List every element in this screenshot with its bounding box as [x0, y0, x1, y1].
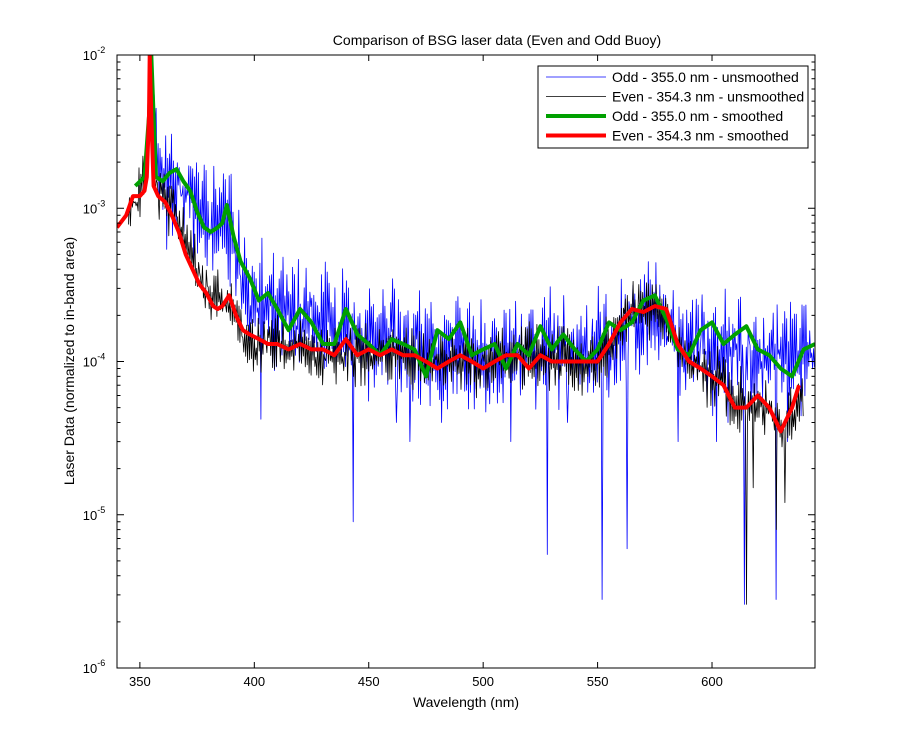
- x-tick-label: 550: [587, 674, 609, 689]
- y-tick-label: 10-6: [83, 658, 105, 676]
- x-axis: 350 400 450 500 550 600: [129, 55, 723, 689]
- y-tick-label: 10-5: [83, 505, 105, 523]
- y-axis: 10-610-510-410-310-2: [83, 45, 815, 676]
- y-tick-exponent: -3: [97, 198, 105, 208]
- y-tick-exponent: -2: [97, 45, 105, 55]
- x-tick-label: 450: [358, 674, 380, 689]
- series-line-1: [150, 68, 815, 605]
- y-tick-base: 10: [83, 661, 97, 676]
- y-tick-exponent: -5: [97, 505, 105, 515]
- legend-label: Even - 354.3 nm - unsmoothed: [612, 89, 804, 105]
- y-tick-exponent: -4: [97, 352, 105, 362]
- y-tick-label: 10-4: [83, 352, 105, 370]
- y-tick-label: 10-2: [83, 45, 105, 63]
- y-tick-base: 10: [83, 48, 97, 63]
- series-layer: [117, 55, 815, 605]
- y-tick-base: 10: [83, 355, 97, 370]
- y-axis-label: Laser Data (normalized to in-band area): [61, 237, 77, 485]
- x-tick-label: 400: [243, 674, 265, 689]
- y-tick-base: 10: [83, 508, 97, 523]
- y-tick-exponent: -6: [97, 658, 105, 668]
- x-axis-label: Wavelength (nm): [413, 694, 519, 710]
- chart-title: Comparison of BSG laser data (Even and O…: [333, 32, 661, 48]
- x-tick-label: 350: [129, 674, 151, 689]
- y-tick-label: 10-3: [83, 198, 105, 216]
- x-tick-label: 500: [472, 674, 494, 689]
- y-tick-base: 10: [83, 201, 97, 216]
- series-line-4: [117, 55, 801, 434]
- legend: Odd - 355.0 nm - unsmoothed Even - 354.3 …: [537, 65, 809, 149]
- x-tick-label: 600: [701, 674, 723, 689]
- legend-label: Odd - 355.0 nm - unsmoothed: [612, 69, 799, 85]
- legend-label: Even - 354.3 nm - smoothed: [612, 128, 789, 144]
- legend-label: Odd - 355.0 nm - smoothed: [612, 108, 783, 124]
